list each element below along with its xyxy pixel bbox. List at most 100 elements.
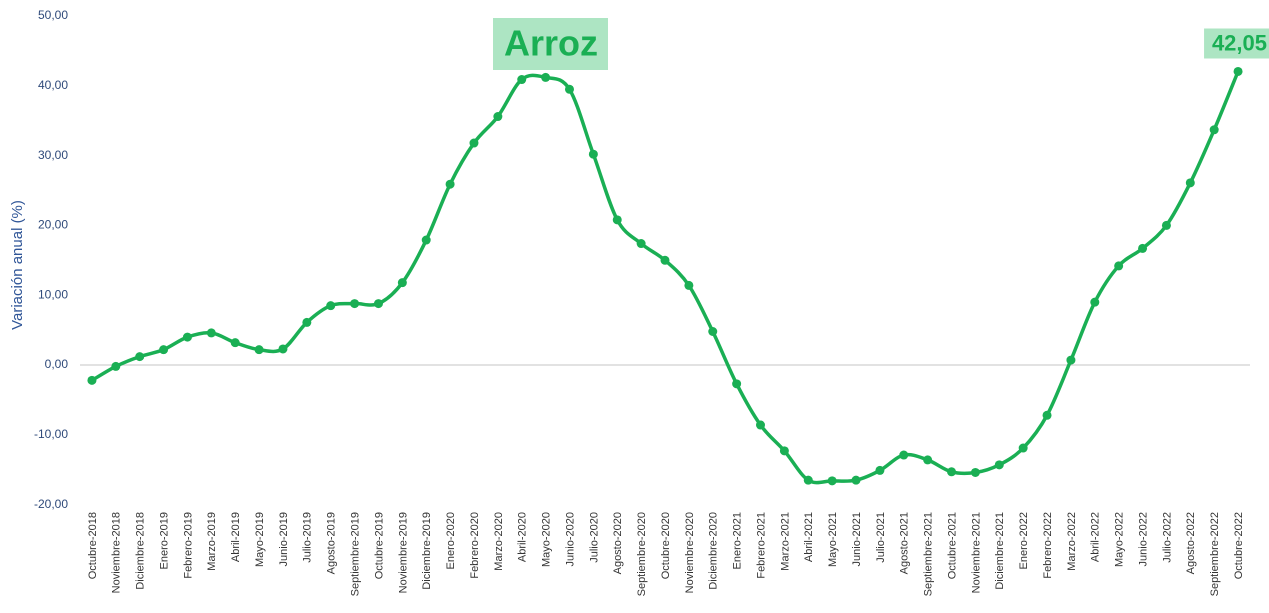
data-point (350, 299, 360, 309)
data-point (373, 299, 383, 309)
data-point (660, 255, 670, 265)
data-point (397, 278, 407, 288)
y-tick-label: -20,00 (34, 497, 68, 511)
x-tick-label: Septiembre-2019 (349, 512, 361, 596)
y-tick-label: 30,00 (38, 148, 68, 162)
data-point (278, 344, 288, 354)
x-tick-label: Mayo-2019 (254, 512, 266, 567)
x-tick-label: Enero-2021 (732, 512, 744, 570)
x-tick-label: Julio-2020 (588, 512, 600, 563)
x-tick-label: Septiembre-2021 (923, 512, 935, 596)
data-point (1114, 261, 1124, 271)
x-tick-label: Agosto-2021 (899, 512, 911, 574)
x-tick-label: Julio-2019 (302, 512, 314, 563)
x-tick-label: Abril-2022 (1090, 512, 1102, 562)
x-tick-label: Mayo-2021 (827, 512, 839, 567)
data-point (564, 84, 574, 94)
data-point (421, 235, 431, 245)
data-point (541, 72, 551, 82)
data-point (517, 75, 527, 85)
x-tick-label: Octubre-2019 (373, 512, 385, 579)
x-tick-label: Octubre-2020 (660, 512, 672, 579)
data-point (684, 280, 694, 290)
data-point (302, 317, 312, 327)
data-point (851, 475, 861, 485)
data-point (159, 345, 169, 355)
data-point (899, 450, 909, 460)
x-tick-label: Junio-2021 (851, 512, 863, 566)
data-point (756, 420, 766, 430)
x-tick-label: Mayo-2020 (541, 512, 553, 567)
y-axis-label: Variación anual (%) (9, 200, 26, 330)
data-point (445, 179, 455, 189)
y-tick-label: 50,00 (38, 8, 68, 22)
y-tick-label: 10,00 (38, 287, 68, 301)
data-point (182, 332, 192, 342)
data-point (803, 475, 813, 485)
chart-title: Arroz (504, 23, 598, 64)
x-tick-label: Enero-2019 (158, 512, 170, 570)
data-point (612, 215, 622, 225)
data-point (636, 239, 646, 249)
data-point (1209, 125, 1219, 135)
x-tick-label: Mayo-2022 (1114, 512, 1126, 567)
x-tick-label: Abril-2019 (230, 512, 242, 562)
x-tick-label: Agosto-2020 (612, 512, 624, 574)
x-tick-label: Diciembre-2021 (994, 512, 1006, 590)
x-tick-label: Julio-2022 (1161, 512, 1173, 563)
data-point (827, 476, 837, 486)
data-point (206, 328, 216, 338)
x-tick-label: Marzo-2021 (779, 512, 791, 571)
y-tick-label: 0,00 (45, 357, 69, 371)
x-tick-label: Febrero-2021 (755, 512, 767, 579)
data-point (87, 375, 97, 385)
x-tick-label: Noviembre-2018 (111, 512, 123, 593)
x-tick-label: Abril-2020 (517, 512, 529, 562)
x-tick-label: Julio-2021 (875, 512, 887, 563)
data-point (1233, 66, 1243, 76)
x-tick-label: Diciembre-2019 (421, 512, 433, 590)
data-point (469, 138, 479, 148)
x-tick-label: Octubre-2018 (87, 512, 99, 579)
data-point (1138, 243, 1148, 253)
x-tick-label: Junio-2022 (1137, 512, 1149, 566)
value-label-box (1204, 28, 1269, 59)
x-tick-label: Diciembre-2020 (708, 512, 720, 590)
x-tick-label: Febrero-2019 (182, 512, 194, 579)
data-point (708, 326, 718, 336)
data-point (1018, 443, 1028, 453)
y-tick-label: 20,00 (38, 218, 68, 232)
data-point (1066, 355, 1076, 365)
value-label: 42,05 (1212, 30, 1267, 55)
data-point (1185, 178, 1195, 188)
x-tick-label: Noviembre-2019 (397, 512, 409, 593)
data-point (111, 361, 121, 371)
data-point (1090, 297, 1100, 307)
x-tick-label: Marzo-2019 (206, 512, 218, 571)
data-point (779, 446, 789, 456)
data-point (1042, 410, 1052, 420)
x-tick-label: Abril-2021 (803, 512, 815, 562)
x-tick-label: Junio-2019 (278, 512, 290, 566)
x-tick-label: Septiembre-2020 (636, 512, 648, 596)
data-point (994, 460, 1004, 470)
x-tick-label: Enero-2020 (445, 512, 457, 570)
x-tick-label: Octubre-2021 (946, 512, 958, 579)
x-tick-label: Marzo-2020 (493, 512, 505, 571)
x-tick-label: Septiembre-2022 (1209, 512, 1221, 596)
x-tick-label: Enero-2022 (1018, 512, 1030, 570)
data-point (230, 338, 240, 348)
data-point (1161, 220, 1171, 230)
title-box (493, 18, 608, 70)
x-tick-label: Agosto-2019 (326, 512, 338, 574)
data-point (135, 352, 145, 362)
x-tick-label: Noviembre-2021 (970, 512, 982, 593)
data-point (923, 455, 933, 465)
data-point (493, 112, 503, 122)
x-tick-label: Noviembre-2020 (684, 512, 696, 593)
x-tick-label: Agosto-2022 (1185, 512, 1197, 574)
data-point (732, 379, 742, 389)
x-tick-label: Diciembre-2018 (135, 512, 147, 590)
